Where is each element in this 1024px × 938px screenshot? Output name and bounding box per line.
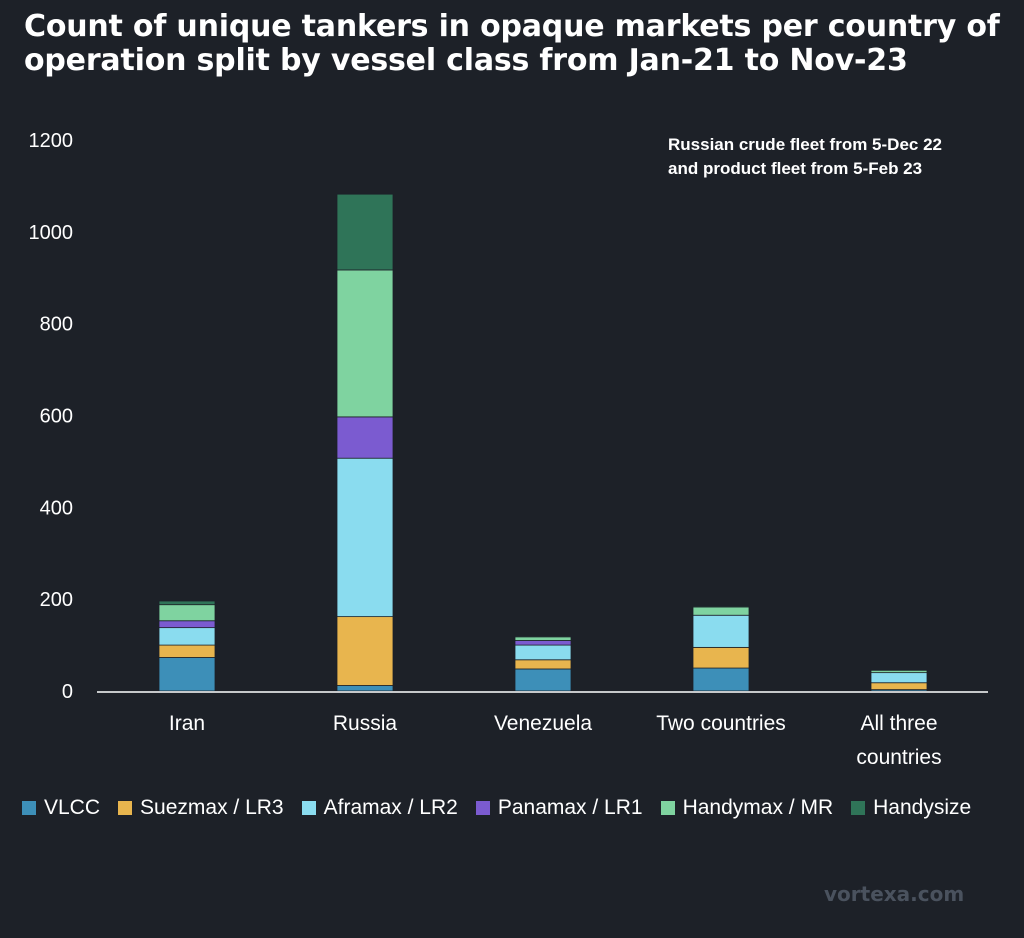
legend-item: Handymax / MR [660,796,834,820]
legend-item: Handysize [851,796,971,820]
legend-swatch [475,801,490,815]
bar-segment [336,685,394,692]
bar-segment [514,640,572,646]
y-tick-label: 800 [40,314,73,336]
bar-segment [336,416,394,459]
bar-segment [870,672,928,684]
x-category-label: Two countries [656,712,786,735]
x-axis-labels: Iran Russia Venezuela Two countries All thre… [169,712,942,769]
y-tick-label: 1000 [29,222,74,244]
legend-swatch [22,801,36,815]
bar-segment [336,269,394,418]
legend-label: Handymax / MR [682,796,834,819]
legend-item: Panamax / LR1 [475,796,643,820]
annotation-line-2: and product fleet from 5-Feb 23 [668,159,922,178]
chart-plot: 0 200 400 600 800 1000 1200 Iran Russia Venezuel… [29,130,988,769]
bar-segment [692,606,750,616]
bar-segment [514,659,572,670]
bars [158,193,928,692]
bar-segment [336,193,394,271]
legend-item: Aframax / LR2 [301,796,458,820]
bar-segment [514,644,572,661]
y-tick-label: 600 [40,406,73,428]
legend-label: Aframax / LR2 [323,796,458,819]
legend-swatch [660,801,675,815]
bar-segment [336,616,394,686]
legend-item: VLCC [22,796,100,820]
x-category-label: Iran [169,712,205,735]
y-tick-label: 400 [40,497,73,519]
legend-swatch [118,801,133,815]
legend: VLCC Suezmax / LR3 Aframax / LR2 Panamax / … [22,796,1022,820]
legend-swatch [851,801,866,815]
bar-segment [692,605,750,608]
bar-segment [158,627,216,646]
bar-segment [692,614,750,648]
legend-label: VLCC [44,796,101,819]
annotation-line-1: Russian crude fleet from 5-Dec 22 [668,135,942,154]
legend-label: Panamax / LR1 [497,796,643,819]
bar-segment [158,644,216,658]
bar-segment [692,667,750,692]
legend-label: Handysize [873,796,972,819]
bar-segment [158,620,216,629]
y-axis-ticks: 0 200 400 600 800 1000 1200 [29,130,74,703]
bar-segment [870,669,928,674]
chart-title: Count of unique tankers in opaque market… [24,9,1000,78]
bar-segment [158,604,216,622]
bar-segment [158,600,216,606]
bar-segment [336,457,394,618]
bar-segment [514,668,572,692]
x-category-label: All three [860,712,937,735]
legend-swatch [301,801,316,815]
x-category-label: Russia [333,712,398,735]
vortexa-watermark: vortexa.com [824,882,965,906]
bar-segment [514,636,572,641]
bar-segment [870,682,928,691]
bar-segment [158,657,216,692]
legend-item: Suezmax / LR3 [118,796,284,820]
x-category-label: Venezuela [494,712,592,735]
y-tick-label: 200 [40,589,73,611]
y-tick-label: 1200 [29,130,74,152]
legend-label: Suezmax / LR3 [140,796,284,819]
y-tick-label: 0 [62,681,73,703]
x-category-label: countries [856,746,941,769]
bar-segment [514,635,572,638]
bar-segment [692,646,750,669]
